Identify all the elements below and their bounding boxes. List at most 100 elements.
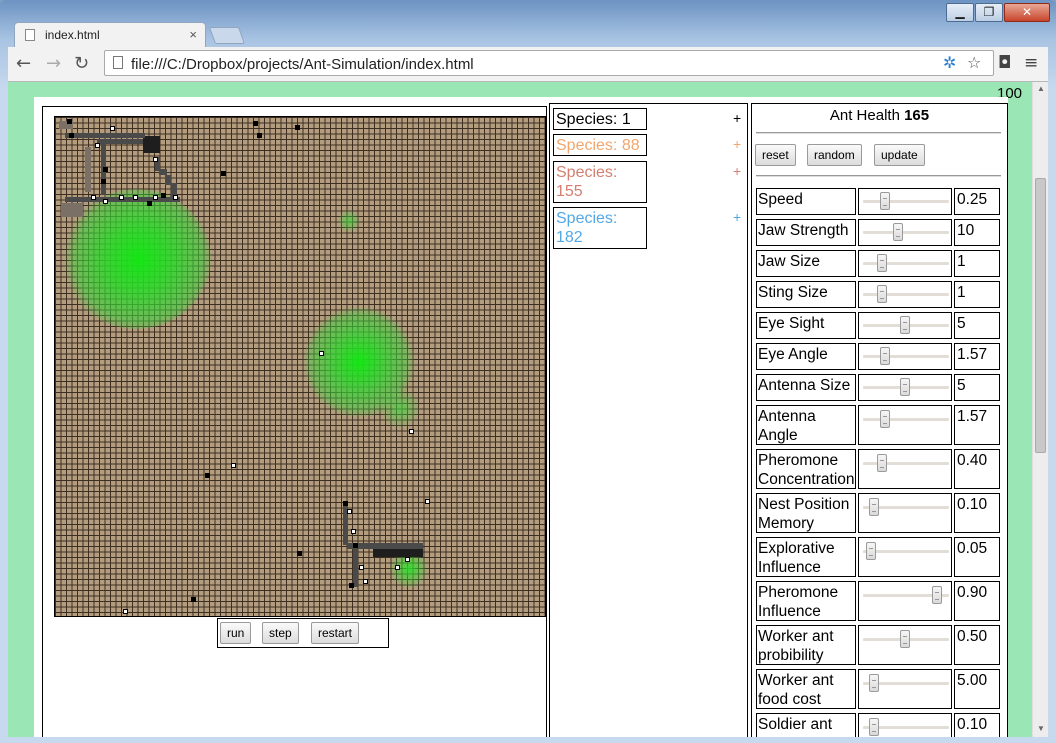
tab-close-icon[interactable]: ×	[189, 27, 197, 42]
slider-track[interactable]	[863, 231, 949, 234]
slider-handle[interactable]	[900, 630, 910, 648]
species-item[interactable]: Species: 88	[553, 134, 647, 156]
slider-handle[interactable]	[880, 347, 890, 365]
slider-handle[interactable]	[932, 586, 942, 604]
parameter-value[interactable]: 5	[954, 374, 1000, 401]
url-input[interactable]	[129, 53, 923, 75]
species-item[interactable]: Species: 1	[553, 108, 647, 130]
slider-track[interactable]	[863, 262, 949, 265]
parameter-slider[interactable]	[858, 250, 952, 277]
scroll-up-icon[interactable]: ▲	[1037, 84, 1045, 93]
parameter-slider[interactable]	[858, 374, 952, 401]
slider-track[interactable]	[863, 355, 949, 358]
simulation-grid[interactable]	[54, 116, 546, 617]
browser-toolbar: ← → ↻ ✲ ☆ ◘ ≡	[8, 47, 1048, 82]
ant	[101, 179, 106, 184]
vertical-scrollbar[interactable]: ▲ ▼	[1032, 82, 1048, 737]
reload-icon[interactable]: ↻	[74, 53, 90, 74]
parameter-slider[interactable]	[858, 312, 952, 339]
star-icon[interactable]: ☆	[967, 53, 982, 72]
update-button[interactable]: update	[874, 144, 925, 166]
parameter-value[interactable]: 0.90	[954, 581, 1000, 621]
parameter-value[interactable]: 0.50	[954, 625, 1000, 665]
parameter-value[interactable]: 10	[954, 219, 1000, 246]
slider-track[interactable]	[863, 200, 949, 203]
parameter-slider[interactable]	[858, 493, 952, 533]
slider-track[interactable]	[863, 418, 949, 421]
species-item[interactable]: Species: 155	[553, 161, 647, 203]
slider-handle[interactable]	[880, 410, 890, 428]
slider-handle[interactable]	[869, 498, 879, 516]
parameter-slider[interactable]	[858, 537, 952, 577]
slider-handle[interactable]	[877, 285, 887, 303]
parameter-slider[interactable]	[858, 343, 952, 370]
parameter-slider[interactable]	[858, 581, 952, 621]
parameter-value[interactable]: 0.05	[954, 537, 1000, 577]
scroll-down-icon[interactable]: ▼	[1037, 724, 1045, 733]
parameter-slider[interactable]	[858, 625, 952, 665]
run-button[interactable]: run	[220, 622, 252, 644]
parameter-slider[interactable]	[858, 405, 952, 445]
maximize-button[interactable]: ❐	[975, 3, 1003, 22]
slider-handle[interactable]	[877, 454, 887, 472]
parameter-value[interactable]: 0.10	[954, 713, 1000, 737]
parameter-value[interactable]: 0.10	[954, 493, 1000, 533]
slider-handle[interactable]	[900, 378, 910, 396]
reset-button[interactable]: reset	[755, 144, 796, 166]
ant	[221, 171, 226, 176]
slider-track[interactable]	[863, 506, 949, 509]
slider-track[interactable]	[863, 726, 949, 729]
parameter-slider[interactable]	[858, 449, 952, 489]
parameter-value[interactable]: 1.57	[954, 405, 1000, 445]
parameter-slider[interactable]	[858, 188, 952, 215]
add-species-icon[interactable]: +	[733, 110, 742, 126]
ant	[161, 193, 166, 198]
slider-handle[interactable]	[880, 192, 890, 210]
add-species-icon[interactable]: +	[733, 163, 742, 179]
minimize-button[interactable]: ▁	[946, 3, 974, 22]
back-icon[interactable]: ←	[16, 53, 32, 74]
parameter-slider[interactable]	[858, 669, 952, 709]
slider-handle[interactable]	[866, 542, 876, 560]
new-tab-button[interactable]	[208, 27, 246, 44]
settings-panel: Ant Health 165 reset random update Speed…	[751, 103, 1008, 737]
slider-handle[interactable]	[869, 718, 879, 736]
parameter-slider[interactable]	[858, 219, 952, 246]
parameter-slider[interactable]	[858, 281, 952, 308]
ant	[67, 119, 72, 124]
slider-handle[interactable]	[877, 254, 887, 272]
close-window-button[interactable]: ✕	[1004, 3, 1050, 22]
species-item[interactable]: Species: 182	[553, 207, 647, 249]
browser-tab[interactable]: index.html ×	[14, 22, 206, 48]
slider-track[interactable]	[863, 293, 949, 296]
slider-handle[interactable]	[869, 674, 879, 692]
add-species-icon[interactable]: +	[733, 136, 742, 152]
slider-track[interactable]	[863, 550, 949, 553]
scrollbar-thumb[interactable]	[1035, 178, 1046, 453]
parameter-row: Eye Angle 1.57	[756, 343, 1000, 370]
slider-handle[interactable]	[900, 316, 910, 334]
extension-icon[interactable]: ✲	[943, 53, 957, 72]
step-button[interactable]: step	[262, 622, 299, 644]
parameter-value[interactable]: 1	[954, 281, 1000, 308]
forward-icon[interactable]: →	[46, 53, 62, 74]
slider-track[interactable]	[863, 462, 949, 465]
random-button[interactable]: random	[807, 144, 862, 166]
slider-track[interactable]	[863, 594, 949, 597]
parameter-value[interactable]: 1.57	[954, 343, 1000, 370]
ant	[359, 565, 364, 570]
parameter-slider[interactable]	[858, 713, 952, 737]
menu-icon[interactable]: ≡	[1024, 53, 1039, 73]
parameter-value[interactable]: 0.25	[954, 188, 1000, 215]
slider-track[interactable]	[863, 682, 949, 685]
parameter-value[interactable]: 5	[954, 312, 1000, 339]
slider-handle[interactable]	[893, 223, 903, 241]
parameter-value[interactable]: 0.40	[954, 449, 1000, 489]
address-bar[interactable]: ✲ ☆	[104, 50, 994, 76]
add-species-icon[interactable]: +	[733, 209, 742, 225]
parameter-value[interactable]: 1	[954, 250, 1000, 277]
restart-button[interactable]: restart	[311, 622, 360, 644]
ant	[319, 351, 324, 356]
pocket-icon[interactable]: ◘	[998, 53, 1012, 73]
parameter-value[interactable]: 5.00	[954, 669, 1000, 709]
